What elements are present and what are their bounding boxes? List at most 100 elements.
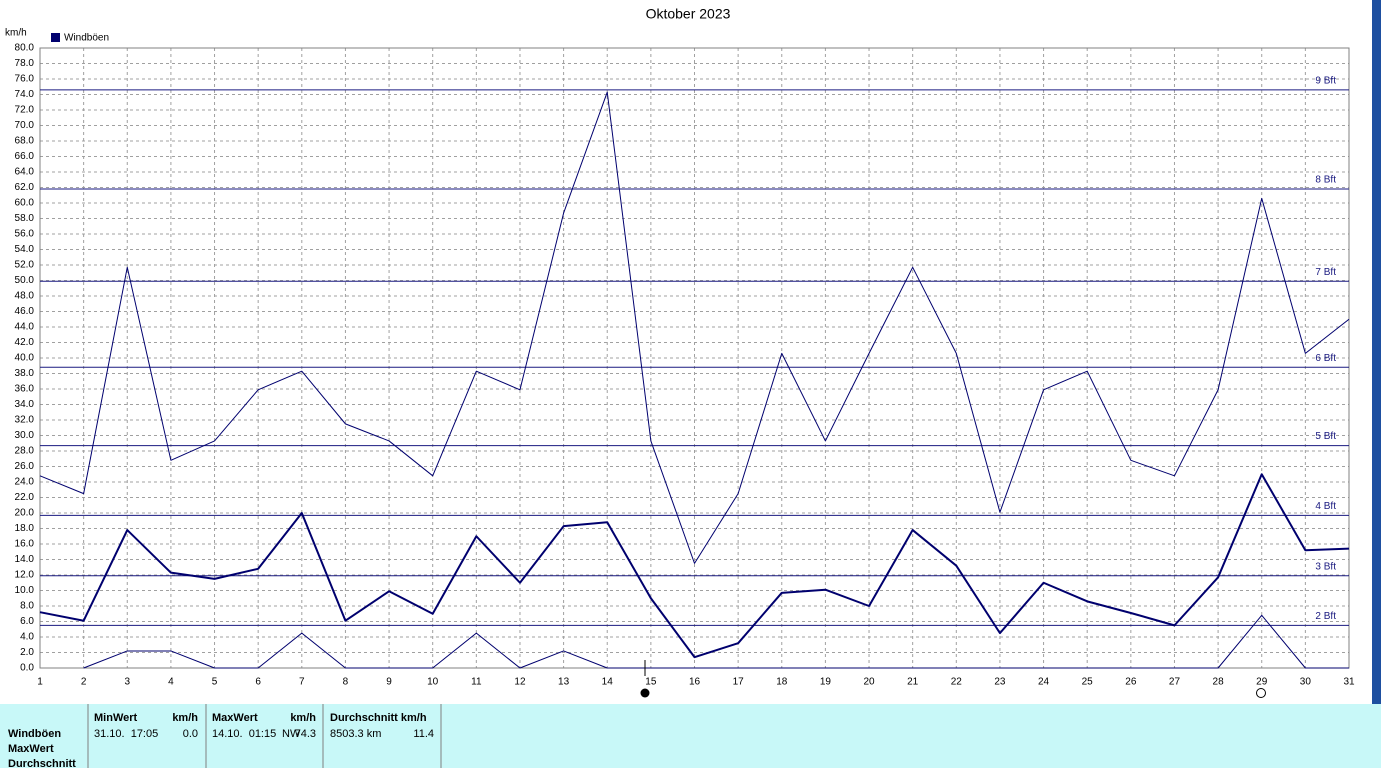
x-tick-label: 4 (168, 677, 174, 688)
x-tick-label: 21 (907, 677, 919, 688)
x-tick-label: 15 (645, 677, 657, 688)
col-header: MinWert (94, 712, 138, 724)
x-tick-label: 5 (212, 677, 218, 688)
x-tick-label: 11 (471, 677, 482, 688)
x-tick-label: 19 (820, 677, 832, 688)
beaufort-label: 3 Bft (1315, 561, 1336, 572)
table-dividers (87, 704, 442, 768)
summary-panel (0, 704, 1381, 768)
y-axis-label: km/h (5, 28, 27, 39)
y-tick-label: 6.0 (20, 616, 34, 627)
new-moon-icon (1256, 688, 1266, 698)
legend-label: Windböen (64, 33, 109, 44)
y-tick-label: 70.0 (15, 120, 35, 131)
y-tick-label: 40.0 (15, 353, 35, 364)
col-header: Durchschnitt km/h (330, 712, 427, 724)
beaufort-label: 7 Bft (1315, 267, 1336, 278)
y-tick-label: 48.0 (15, 291, 35, 302)
y-tick-label: 72.0 (15, 105, 35, 116)
col-unit: km/h (172, 712, 198, 724)
x-tick-label: 31 (1343, 677, 1355, 688)
x-tick-label: 10 (427, 677, 439, 688)
cell: 31.10. 17:05 (94, 728, 158, 740)
x-tick-label: 25 (1082, 677, 1094, 688)
y-tick-label: 68.0 (15, 136, 35, 147)
x-tick-label: 16 (689, 677, 701, 688)
y-tick-label: 24.0 (15, 477, 35, 488)
col-unit: km/h (290, 712, 316, 724)
y-tick-label: 18.0 (15, 523, 35, 534)
x-tick-label: 3 (124, 677, 130, 688)
x-tick-label: 13 (558, 677, 570, 688)
x-tick-label: 8 (343, 677, 349, 688)
beaufort-label: 2 Bft (1315, 611, 1336, 622)
y-tick-label: 30.0 (15, 430, 35, 441)
x-tick-label: 6 (255, 677, 261, 688)
row-label: Durchschnitt (8, 758, 76, 768)
x-tick-label: 17 (733, 677, 745, 688)
x-tick-label: 23 (994, 677, 1006, 688)
y-tick-label: 36.0 (15, 384, 35, 395)
x-tick-label: 28 (1213, 677, 1225, 688)
chart-title: Oktober 2023 (646, 6, 731, 22)
cell: 0.0 (183, 728, 198, 740)
y-tick-label: 28.0 (15, 446, 35, 457)
y-tick-label: 62.0 (15, 182, 35, 193)
y-tick-label: 52.0 (15, 260, 35, 271)
y-tick-label: 14.0 (15, 554, 35, 565)
y-tick-label: 26.0 (15, 461, 35, 472)
y-tick-label: 42.0 (15, 337, 35, 348)
y-tick-label: 54.0 (15, 244, 35, 255)
y-tick-label: 16.0 (15, 539, 35, 550)
y-tick-label: 50.0 (15, 275, 35, 286)
beaufort-label: 5 Bft (1315, 431, 1336, 442)
y-tick-label: 20.0 (15, 508, 35, 519)
full-moon-icon (640, 688, 650, 698)
x-tick-label: 1 (37, 677, 43, 688)
row-label: MaxWert (8, 743, 54, 755)
y-tick-label: 46.0 (15, 306, 35, 317)
y-tick-label: 78.0 (15, 58, 35, 69)
y-tick-label: 60.0 (15, 198, 35, 209)
series-line (83, 614, 1349, 669)
x-tick-label: 12 (514, 677, 526, 688)
cell: 74.3 (295, 728, 316, 740)
cell: NW (282, 728, 301, 740)
y-tick-label: 8.0 (20, 601, 34, 612)
y-tick-label: 32.0 (15, 415, 35, 426)
x-tick-label: 24 (1038, 677, 1050, 688)
cell: 11.4 (413, 728, 434, 740)
x-tick-label: 29 (1256, 677, 1268, 688)
x-tick-label: 18 (776, 677, 788, 688)
row-label: Windböen (8, 728, 61, 740)
beaufort-label: 6 Bft (1315, 353, 1336, 364)
cell: 14.10. 01:15 (212, 728, 276, 740)
x-tick-label: 22 (951, 677, 963, 688)
side-strip (1372, 0, 1381, 704)
y-tick-label: 58.0 (15, 213, 35, 224)
y-tick-label: 34.0 (15, 399, 35, 410)
x-tick-label: 20 (863, 677, 875, 688)
y-tick-label: 66.0 (15, 151, 35, 162)
x-tick-label: 30 (1300, 677, 1312, 688)
y-tick-label: 76.0 (15, 74, 35, 85)
x-tick-label: 9 (386, 677, 392, 688)
y-tick-label: 44.0 (15, 322, 35, 333)
y-tick-label: 0.0 (20, 663, 34, 674)
y-tick-label: 74.0 (15, 89, 35, 100)
x-tick-label: 2 (81, 677, 87, 688)
legend-swatch (51, 33, 60, 42)
x-tick-label: 14 (602, 677, 614, 688)
cell: 8503.3 km (330, 728, 381, 740)
x-tick-label: 26 (1125, 677, 1137, 688)
y-tick-label: 22.0 (15, 492, 35, 503)
y-tick-label: 2.0 (20, 647, 34, 658)
series-line (39, 473, 1350, 659)
y-tick-label: 56.0 (15, 229, 35, 240)
col-header: MaxWert (212, 712, 258, 724)
series-line (39, 91, 1350, 564)
beaufort-label: 9 Bft (1315, 75, 1336, 86)
beaufort-label: 4 Bft (1315, 501, 1336, 512)
